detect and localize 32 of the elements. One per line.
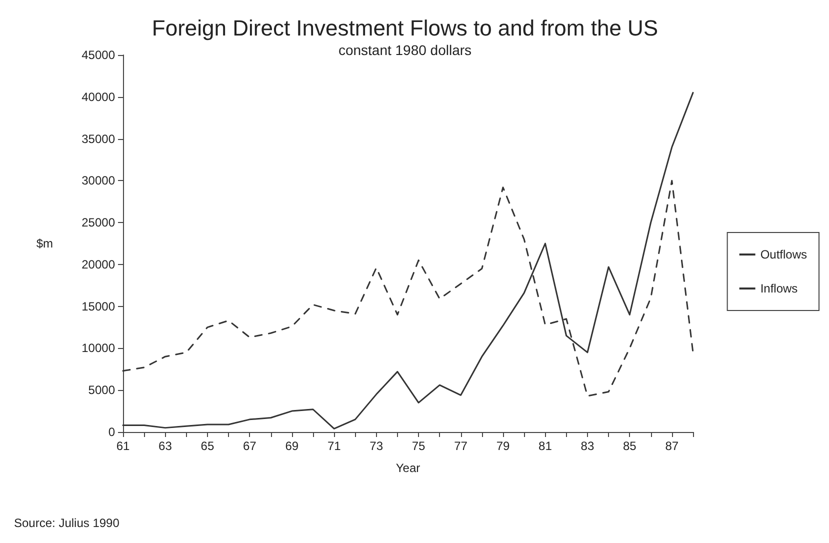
x-tick-label: 61	[116, 439, 130, 453]
y-tick-label: 35000	[82, 132, 116, 146]
y-tick-label: 0	[108, 425, 116, 439]
x-tick-label: 83	[580, 439, 594, 453]
y-tick-label: 5000	[88, 383, 116, 398]
x-tick-label: 67	[242, 439, 257, 453]
x-tick-label: 73	[370, 439, 384, 453]
y-tick-label: 10000	[82, 341, 116, 356]
chart-title: Foreign Direct Investment Flows to and from the US	[152, 16, 658, 40]
legend-label: Inflows	[760, 282, 798, 296]
y-tick-label: 15000	[82, 299, 116, 314]
chart-subtitle: constant 1980 dollars	[338, 42, 472, 58]
y-tick-label: 25000	[82, 216, 116, 230]
y-tick-label: 45000	[82, 48, 116, 62]
x-tick-label: 75	[412, 439, 426, 453]
x-tick-label: 87	[665, 439, 679, 453]
y-tick-label: 30000	[82, 174, 116, 188]
y-tick-label: 20000	[82, 257, 116, 272]
x-tick-label: 63	[158, 439, 172, 453]
x-tick-label: 79	[496, 439, 510, 453]
x-tick-label: 85	[622, 439, 637, 453]
line-series	[122, 92, 694, 430]
y-axis-title: $m	[36, 236, 53, 250]
x-tick-label: 81	[538, 439, 552, 453]
x-tick-label: 65	[200, 439, 214, 453]
y-tick-label: 40000	[82, 90, 116, 104]
legend-label: Outflows	[760, 248, 808, 262]
x-tick-label: 71	[327, 439, 342, 453]
source-note: Source: Julius 1990	[14, 516, 120, 530]
x-tick-label: 77	[454, 439, 468, 453]
x-tick-label: 69	[285, 439, 299, 453]
x-axis-title: Year	[396, 461, 420, 475]
